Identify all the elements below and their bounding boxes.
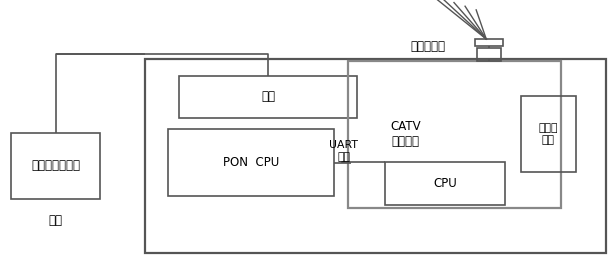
Text: CPU: CPU — [433, 177, 457, 190]
Text: 网口: 网口 — [261, 90, 275, 104]
Bar — [475, 39, 503, 46]
Bar — [385, 162, 505, 205]
Text: CATV
光接收机: CATV 光接收机 — [390, 120, 421, 148]
Bar — [348, 61, 561, 208]
Bar — [168, 129, 334, 196]
Bar — [11, 133, 100, 199]
Text: UART
通信: UART 通信 — [330, 140, 358, 162]
Text: 光信号输入: 光信号输入 — [411, 40, 445, 53]
Text: PON  CPU: PON CPU — [222, 156, 279, 169]
Bar — [145, 59, 606, 253]
Bar — [179, 76, 357, 118]
Bar — [477, 48, 501, 61]
Text: 射频检
测器: 射频检 测器 — [538, 123, 558, 145]
Text: 电脑: 电脑 — [49, 214, 63, 227]
Text: 自动化测试脚本: 自动化测试脚本 — [31, 159, 80, 172]
Bar — [521, 96, 576, 172]
